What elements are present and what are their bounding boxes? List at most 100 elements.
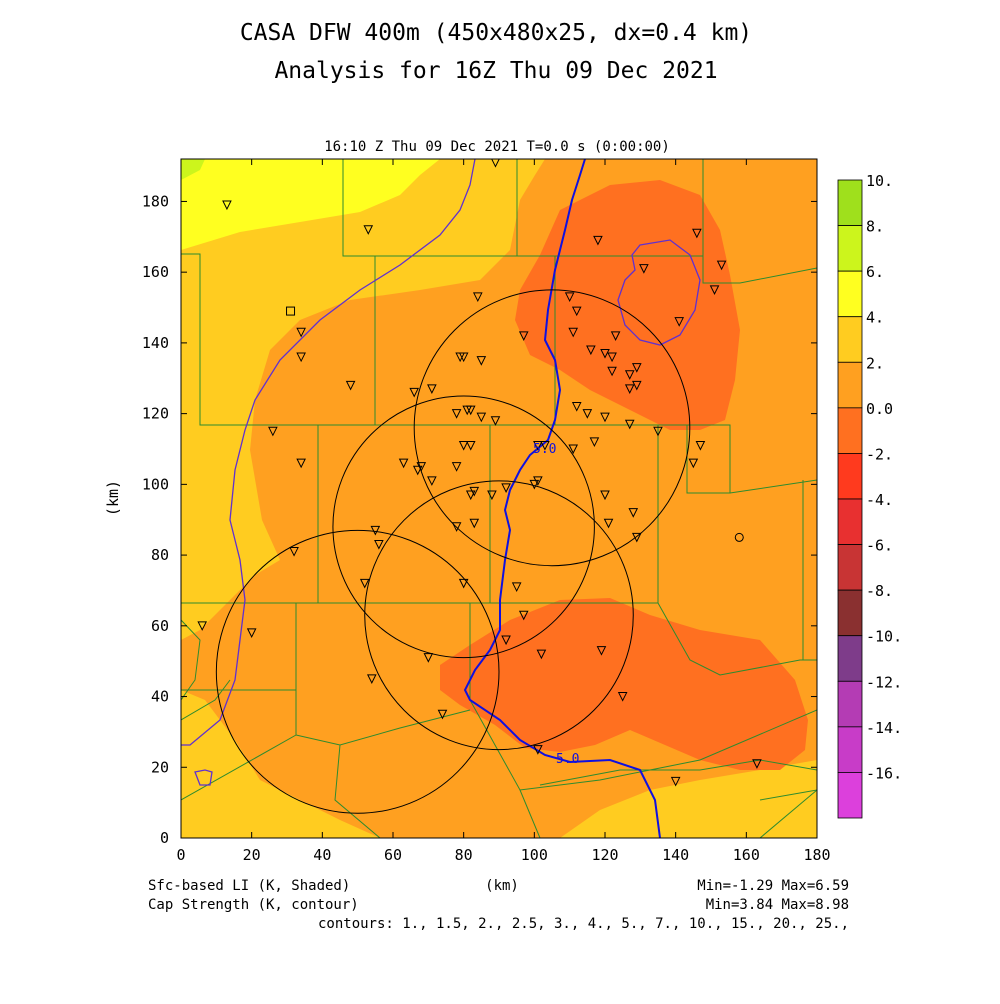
station-marker xyxy=(487,490,497,501)
colorbar: 10. 8. 6. 4. 2. 0.0 -2. -4. -6. -8. -10. -12. -14. -1… xyxy=(837,172,902,819)
y-tick-label: 20 xyxy=(151,758,169,776)
station-marker xyxy=(571,402,582,412)
station-marker xyxy=(511,582,522,593)
station-marker xyxy=(416,462,427,472)
x-tick-label: 40 xyxy=(313,846,331,864)
station-marker xyxy=(752,759,762,769)
cap-contours xyxy=(181,159,701,786)
colorbar-label: -2. xyxy=(866,445,893,463)
contour-min-max: Min=3.84 Max=8.98 xyxy=(706,897,849,913)
colorbar-swatch xyxy=(837,589,863,637)
station-marker xyxy=(427,476,437,486)
colorbar-label: 6. xyxy=(866,263,884,281)
circle-marker xyxy=(734,532,744,542)
colorbar-swatch xyxy=(837,270,863,318)
plot-area: 5.0 5.0 xyxy=(181,159,817,838)
station-marker xyxy=(631,532,642,543)
li-shade-2-4 xyxy=(181,159,545,640)
x-tick-label: 140 xyxy=(662,846,689,864)
x-tick-label: 0 xyxy=(176,846,185,864)
li-shade-2-4-se xyxy=(560,760,817,838)
li-shade-neg-ne xyxy=(515,180,740,430)
station-marker xyxy=(465,440,476,451)
station-marker xyxy=(533,745,543,755)
colorbar-swatch xyxy=(837,680,863,728)
colorbar-label: 4. xyxy=(866,309,884,327)
station-marker xyxy=(359,578,370,589)
station-marker xyxy=(607,366,617,377)
y-tick-label: 0 xyxy=(160,829,169,847)
contour-levels: contours: 1., 1.5, 2., 2.5, 3., 4., 5., … xyxy=(318,916,849,932)
station-marker xyxy=(603,518,614,529)
plot-frame xyxy=(180,158,818,839)
contour-label-south: 5.0 xyxy=(556,752,579,767)
station-marker xyxy=(289,547,299,557)
y-tick-label: 60 xyxy=(151,617,169,635)
y-tick-label: 120 xyxy=(142,405,169,423)
x-tick-label: 160 xyxy=(733,846,760,864)
x-tick-label: 120 xyxy=(591,846,618,864)
station-marker xyxy=(465,490,476,501)
station-marker xyxy=(709,285,720,295)
station-marker xyxy=(624,419,635,430)
station-marker xyxy=(374,539,384,550)
station-marker xyxy=(491,159,500,168)
station-marker xyxy=(600,349,610,359)
station-marker xyxy=(222,200,232,211)
station-marker xyxy=(533,476,543,486)
station-marker xyxy=(653,426,663,437)
x-axis: 0 20 40 60 80 100 120 140 160 180 xyxy=(176,159,831,864)
station-marker xyxy=(476,356,487,366)
x-tick-label: 180 xyxy=(803,846,830,864)
station-marker xyxy=(501,635,511,646)
station-marker xyxy=(296,352,306,363)
station-marker xyxy=(533,440,543,451)
contour-label-north: 5.0 xyxy=(533,442,556,457)
station-marker xyxy=(451,409,462,419)
colorbar-swatch xyxy=(837,453,863,500)
station-marker xyxy=(412,465,423,476)
station-marker xyxy=(571,306,582,317)
y-tick-label: 160 xyxy=(142,263,169,281)
y-axis: 0 20 40 60 80 100 120 140 160 180 xyxy=(142,192,817,847)
x-tick-label: 20 xyxy=(243,846,261,864)
station-marker xyxy=(568,327,579,338)
station-marker xyxy=(692,228,702,239)
colorbar-swatch xyxy=(837,544,863,591)
station-marker xyxy=(363,225,374,235)
station-marker xyxy=(600,412,610,423)
station-marker xyxy=(268,426,278,437)
station-marker xyxy=(639,264,649,274)
station-marker xyxy=(518,331,529,341)
x-tick-label: 100 xyxy=(521,846,548,864)
station-marker xyxy=(370,525,381,536)
station-marker xyxy=(427,384,437,394)
station-marker xyxy=(593,235,603,246)
shaded-min-max: Min=-1.29 Max=6.59 xyxy=(697,878,849,894)
station-marker xyxy=(716,260,727,271)
colorbar-label: -14. xyxy=(866,719,902,737)
figure-title: CASA DFW 400m (450x480x25, dx=0.4 km) xyxy=(240,20,752,46)
y-tick-label: 40 xyxy=(151,688,169,706)
station-marker xyxy=(540,440,550,451)
station-marker xyxy=(600,490,610,501)
station-marker xyxy=(607,352,617,363)
station-marker xyxy=(476,412,487,423)
colorbar-label: 10. xyxy=(866,172,893,190)
colorbar-swatch xyxy=(837,407,863,454)
x-tick-label: 80 xyxy=(455,846,473,864)
colorbar-label: -10. xyxy=(866,628,902,646)
station-marker xyxy=(529,479,540,490)
station-marker xyxy=(296,458,306,469)
station-marker xyxy=(568,444,579,455)
radar-rings xyxy=(215,289,691,814)
station-marker xyxy=(564,292,575,303)
station-marker xyxy=(296,327,306,338)
colorbar-label: 2. xyxy=(866,354,884,372)
station-marker xyxy=(345,380,356,391)
li-shade-4-6 xyxy=(181,159,440,250)
station-marker xyxy=(246,628,257,639)
radar-ring-3 xyxy=(364,480,634,751)
colorbar-swatch xyxy=(837,179,863,226)
station-marker xyxy=(674,317,685,327)
